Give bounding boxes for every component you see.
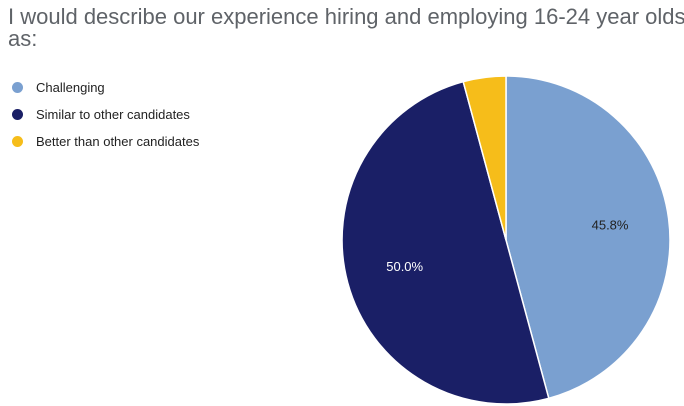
slice-label-challenging: 45.8% <box>592 218 629 233</box>
slice-label-similar: 50.0% <box>386 259 423 274</box>
legend-swatch-challenging <box>12 82 23 93</box>
chart-legend: Challenging Similar to other candidates … <box>12 74 199 155</box>
pie-slice-similar <box>341 80 550 405</box>
legend-item-challenging: Challenging <box>12 74 199 101</box>
legend-label-better: Better than other candidates <box>36 134 200 149</box>
legend-item-similar: Similar to other candidates <box>12 101 199 128</box>
legend-swatch-better <box>12 136 23 147</box>
legend-label-similar: Similar to other candidates <box>36 107 190 122</box>
legend-label-challenging: Challenging <box>36 80 105 95</box>
pie-slice-challenging <box>505 75 671 400</box>
chart-title: I would describe our experience hiring a… <box>8 4 684 51</box>
legend-item-better: Better than other candidates <box>12 128 199 155</box>
legend-swatch-similar <box>12 109 23 120</box>
pie-slice-better <box>462 75 507 241</box>
